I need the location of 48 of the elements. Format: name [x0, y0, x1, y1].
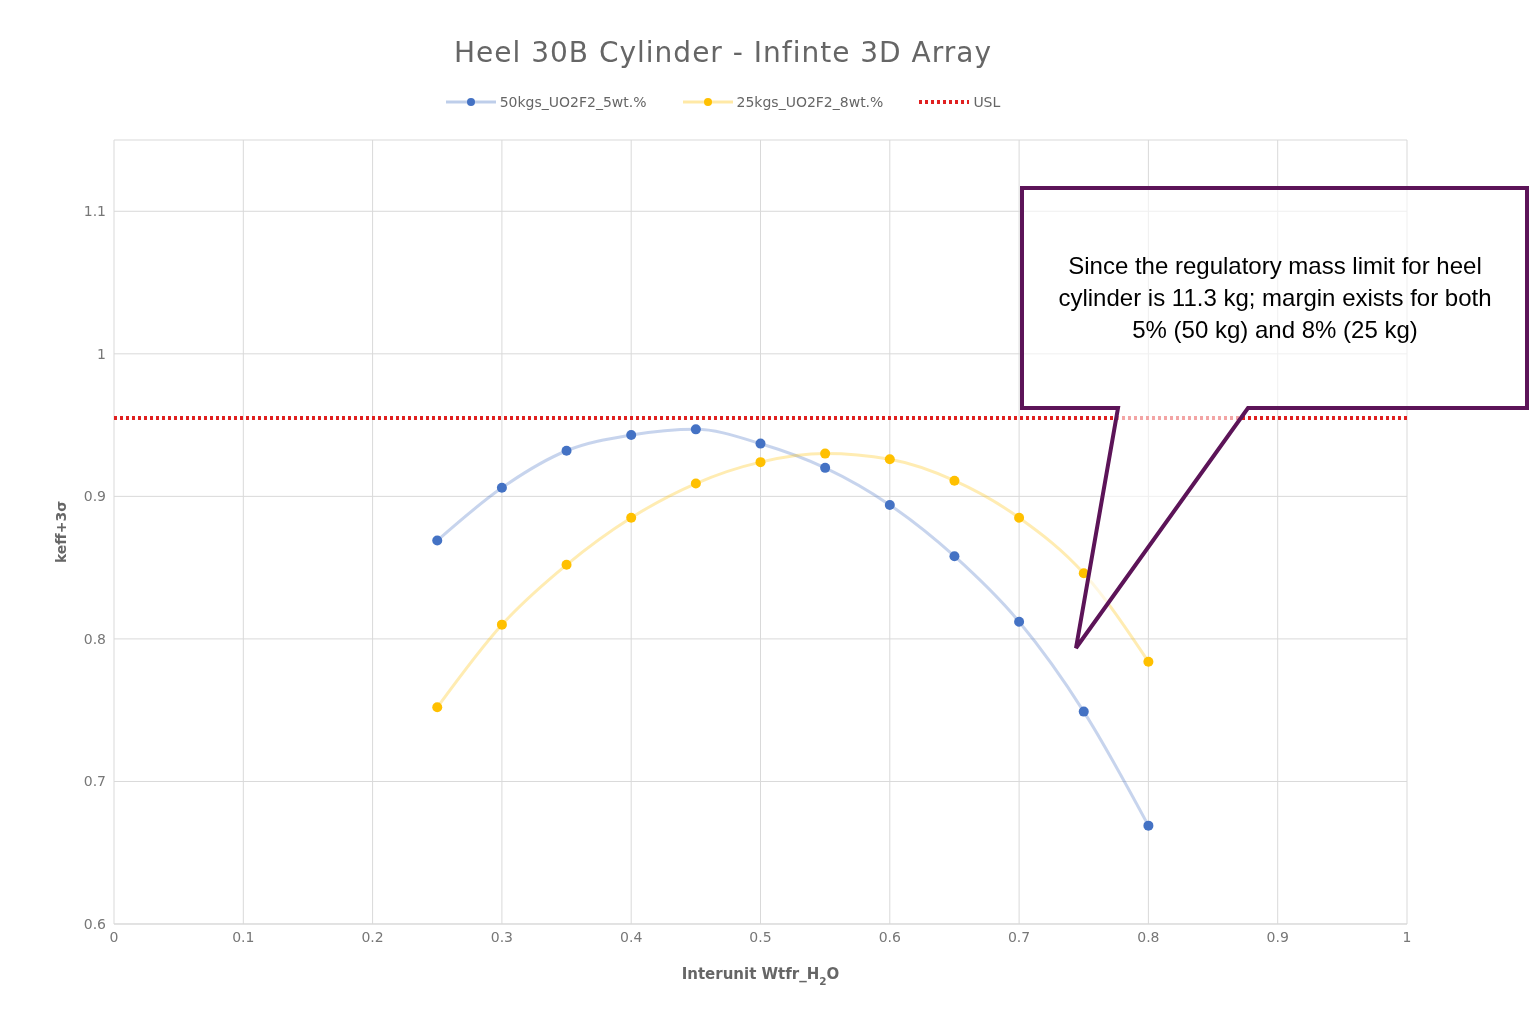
point: [1078, 706, 1089, 717]
point: [690, 424, 701, 435]
point: [1014, 616, 1025, 627]
chart-title: Heel 30B Cylinder - Infinte 3D Array: [453, 36, 993, 69]
y-axis-title: keff+3σ: [53, 500, 69, 564]
x-tick-label: 0.3: [490, 928, 514, 945]
point: [496, 482, 507, 493]
point: [432, 535, 443, 546]
x-tick-label: 0.8: [1137, 928, 1160, 945]
point: [884, 454, 895, 465]
x-tick-label: 0.1: [232, 928, 255, 945]
point: [432, 702, 443, 713]
point: [1143, 820, 1154, 831]
point: [949, 475, 960, 486]
point: [820, 462, 831, 473]
point: [755, 438, 766, 449]
point: [561, 445, 572, 456]
x-tick-label: 0.9: [1266, 928, 1289, 945]
x-tick-label: 0.2: [361, 928, 384, 945]
point: [626, 430, 637, 441]
x-axis-title: Interunit Wtfr_H$_{2}$O: [681, 965, 840, 987]
point: [884, 499, 895, 510]
y-tick-label: 0.6: [83, 915, 107, 932]
x-tick-label: 0: [109, 928, 119, 945]
point: [561, 559, 572, 570]
x-tick-label: 1: [1402, 928, 1412, 945]
point: [1078, 568, 1089, 579]
x-tick-label: 0.4: [620, 928, 643, 945]
point: [496, 619, 507, 630]
point: [690, 478, 701, 489]
point: [1014, 512, 1025, 523]
y-tick-label: 0.7: [83, 773, 106, 790]
point: [949, 551, 960, 562]
x-tick-label: 0.5: [749, 928, 772, 945]
point: [1143, 656, 1154, 667]
annotation: Since the regulatory mass limit for heel cylinder is 11.3 kg; margin exists for both 5% (50 kg) and 8% (25 kg): [1057, 251, 1493, 345]
point: [820, 448, 831, 459]
y-tick-label: 1.1: [83, 203, 106, 220]
y-tick-label: 0.9: [83, 488, 106, 505]
point: [626, 512, 637, 523]
point: [755, 457, 766, 468]
y-tick-label: 1: [97, 345, 106, 362]
legend-label: USL: [972, 94, 1001, 110]
legend-label: 50kgs_UO2F2_5wt.%: [498, 94, 647, 110]
x-tick-label: 0.7: [1007, 928, 1031, 945]
y-tick-label: 0.8: [83, 630, 106, 647]
legend-label: 25kgs_UO2F2_8wt.%: [735, 94, 884, 110]
x-tick-label: 0.6: [878, 928, 902, 945]
